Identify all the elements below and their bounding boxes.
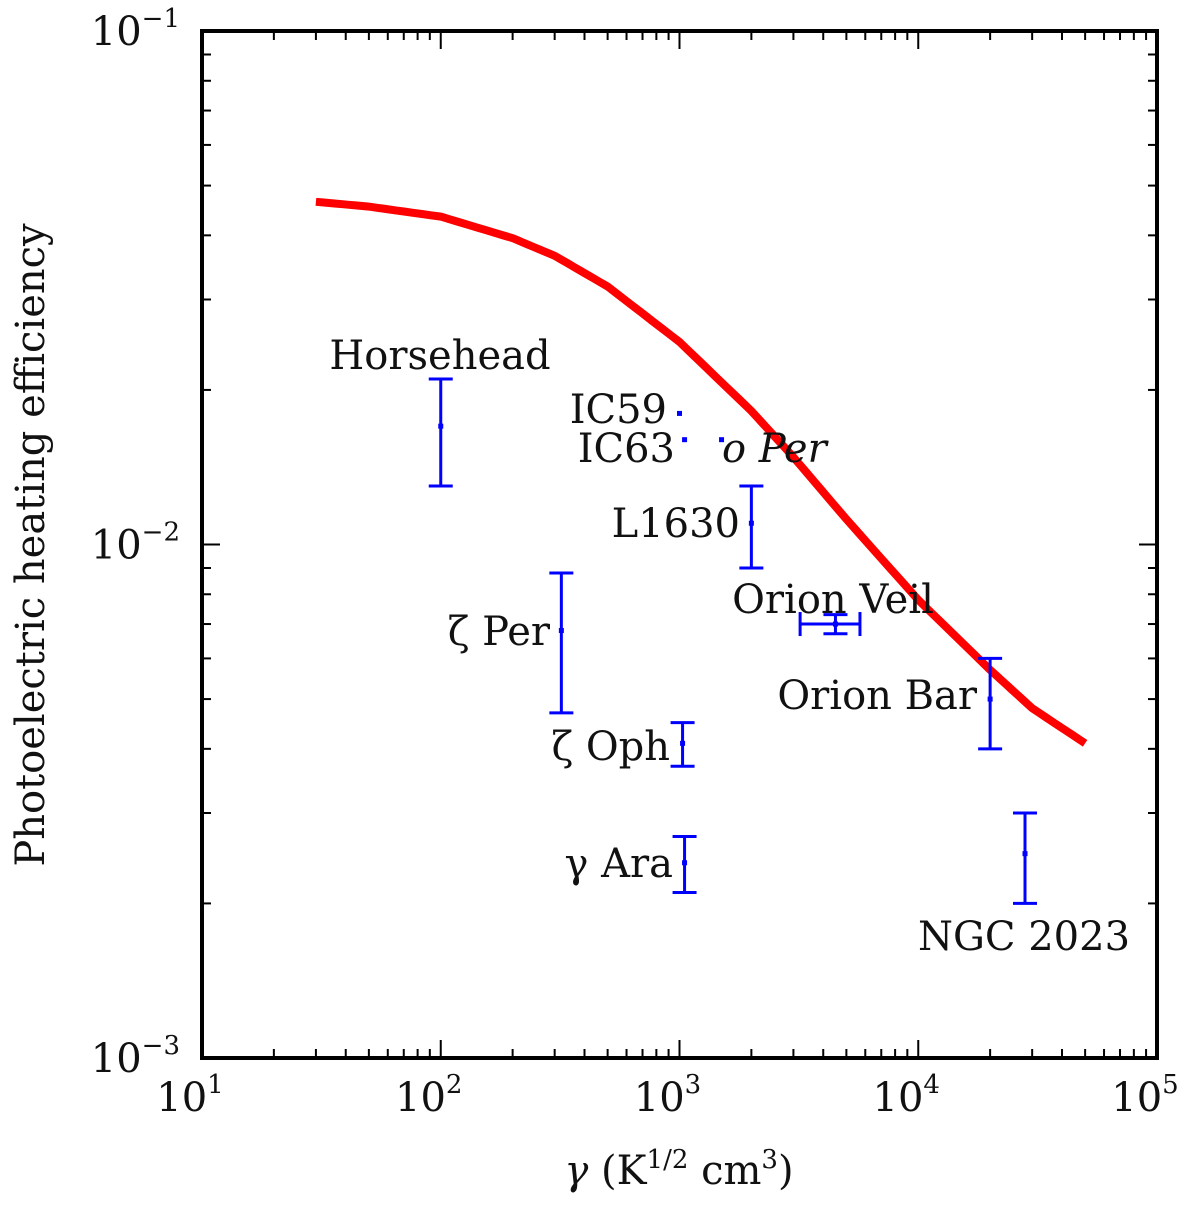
data-points [428,377,1038,905]
x-tick-label: 102 [395,1070,462,1121]
data-point-Horsehead [428,377,453,488]
y-tick-label: 10−2 [91,518,180,569]
axis-tick-labels: 101 102 103 104 105 10−3 10−2 10−1 [91,4,1179,1121]
x-tick-label: 104 [873,1070,940,1121]
data-marker [1022,851,1028,857]
data-marker [987,696,993,702]
data-point-zeta-Oph [670,721,695,768]
data-marker [677,410,682,416]
data-point-IC59 [677,410,682,416]
data-marker [680,740,686,746]
data-point-Orion-Bar [978,656,1003,751]
data-point-o-Per [719,437,725,443]
data-marker [682,860,688,866]
x-axis-title: γ (K1/2 cm3) [564,1145,793,1194]
data-point-Orion-Veil [798,612,862,637]
data-marker [558,628,564,634]
label-orion-bar: Orion Bar [777,673,978,719]
axis-ticks [201,30,1158,1059]
label-horsehead: Horsehead [329,333,550,379]
data-point-IC63 [682,437,688,443]
data-point-NGC-2023 [1013,811,1038,905]
label-zeta-per: ζ Per [448,609,551,655]
data-marker [719,437,725,443]
data-point-gamma-Ara [672,834,697,895]
data-marker [748,520,754,526]
y-tick-label: 10−1 [91,4,180,55]
point-labels: Horsehead IC59 IC63 o Per L1630 ζ Per Or… [329,333,1130,960]
label-l1630: L1630 [612,501,740,547]
label-gamma-ara: γ Ara [565,841,673,887]
data-marker [682,437,688,443]
label-zeta-oph: ζ Oph [551,724,670,770]
label-orion-veil: Orion Veil [732,577,934,623]
label-ic59: IC59 [570,387,667,433]
data-point-zeta-Per [549,571,574,715]
model-curve [315,197,1088,747]
y-tick-label: 10−3 [91,1031,180,1082]
x-tick-label: 101 [156,1070,223,1121]
x-tick-label: 103 [634,1070,701,1121]
x-tick-label: 105 [1111,1070,1178,1121]
label-ic63: IC63 [578,426,675,472]
data-marker [832,621,838,627]
data-point-L1630 [739,484,764,570]
label-ngc-2023: NGC 2023 [918,914,1130,960]
label-o-per: o Per [722,426,830,472]
data-marker [438,423,444,429]
y-axis-title: Photoelectric heating efficiency [8,223,54,867]
